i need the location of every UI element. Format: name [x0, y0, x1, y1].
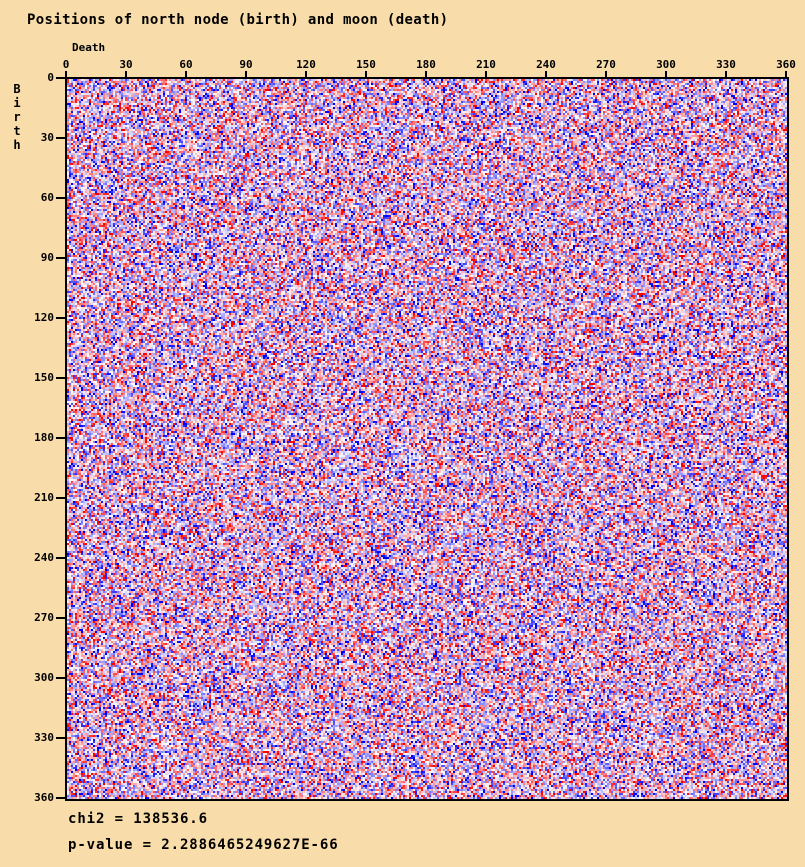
y-tick-label: 210 [34, 491, 54, 504]
y-tick-label: 300 [34, 671, 54, 684]
y-tick-mark [56, 197, 65, 199]
y-tick-label: 0 [47, 71, 54, 84]
x-tick-label: 150 [356, 58, 376, 71]
x-tick-mark [125, 71, 127, 77]
x-tick-label: 210 [476, 58, 496, 71]
y-axis-label: B i r t h [13, 82, 21, 152]
x-tick-label: 30 [119, 58, 133, 71]
x-tick-label: 60 [179, 58, 193, 71]
y-tick-mark [56, 77, 65, 79]
y-tick-mark [56, 377, 65, 379]
x-tick-label: 90 [239, 58, 253, 71]
x-tick-label: 180 [416, 58, 436, 71]
x-tick-label: 120 [296, 58, 316, 71]
x-tick-mark [545, 71, 547, 77]
x-tick-label: 360 [776, 58, 796, 71]
y-tick-mark [56, 557, 65, 559]
x-tick-label: 0 [62, 58, 70, 71]
x-tick-label: 270 [596, 58, 616, 71]
x-tick-label: 300 [656, 58, 676, 71]
chart-title: Positions of north node (birth) and moon… [27, 12, 449, 28]
y-tick-label: 270 [34, 611, 54, 624]
y-tick-mark [56, 137, 65, 139]
y-tick-mark [56, 317, 65, 319]
x-axis-label: Death [72, 41, 106, 54]
x-tick-mark [605, 71, 607, 77]
y-tick-label: 90 [40, 251, 54, 264]
p-value-stat: p-value = 2.2886465249627E-66 [68, 837, 339, 853]
y-tick-label: 120 [34, 311, 54, 324]
y-tick-mark [56, 497, 65, 499]
y-tick-mark [56, 737, 65, 739]
x-tick-mark [725, 71, 727, 77]
x-tick-mark [665, 71, 667, 77]
x-tick-mark [185, 71, 187, 77]
y-tick-mark [56, 257, 65, 259]
x-tick-mark [65, 71, 67, 77]
y-tick-mark [56, 437, 65, 439]
x-tick-label: 330 [716, 58, 736, 71]
x-tick-mark [245, 71, 247, 77]
y-tick-label: 30 [40, 131, 54, 144]
x-tick-mark [485, 71, 487, 77]
y-tick-label: 240 [34, 551, 54, 564]
x-tick-mark [305, 71, 307, 77]
x-tick-label: 240 [536, 58, 556, 71]
chi2-stat: chi2 = 138536.6 [68, 811, 208, 827]
y-tick-label: 150 [34, 371, 54, 384]
y-tick-mark [56, 797, 65, 799]
heatmap-canvas [67, 79, 787, 799]
x-tick-mark [425, 71, 427, 77]
y-tick-label: 180 [34, 431, 54, 444]
y-tick-mark [56, 617, 65, 619]
y-tick-mark [56, 677, 65, 679]
x-tick-mark [785, 71, 787, 77]
y-tick-label: 330 [34, 731, 54, 744]
y-tick-label: 360 [34, 791, 54, 804]
x-tick-mark [365, 71, 367, 77]
heatmap-plot-area [65, 77, 789, 801]
y-tick-label: 60 [40, 191, 54, 204]
